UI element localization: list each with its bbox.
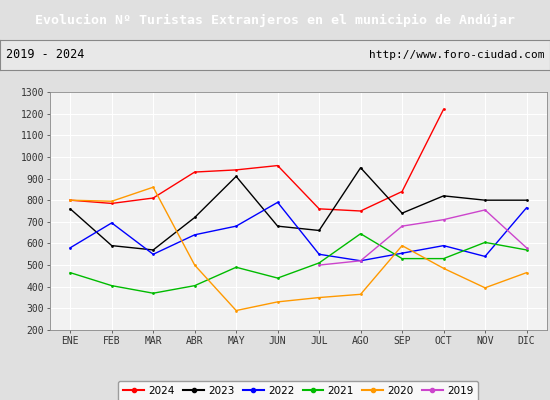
Text: Evolucion Nº Turistas Extranjeros en el municipio de Andújar: Evolucion Nº Turistas Extranjeros en el …: [35, 14, 515, 26]
Legend: 2024, 2023, 2022, 2021, 2020, 2019: 2024, 2023, 2022, 2021, 2020, 2019: [118, 380, 478, 400]
Text: http://www.foro-ciudad.com: http://www.foro-ciudad.com: [369, 50, 544, 60]
Text: 2019 - 2024: 2019 - 2024: [6, 48, 84, 62]
